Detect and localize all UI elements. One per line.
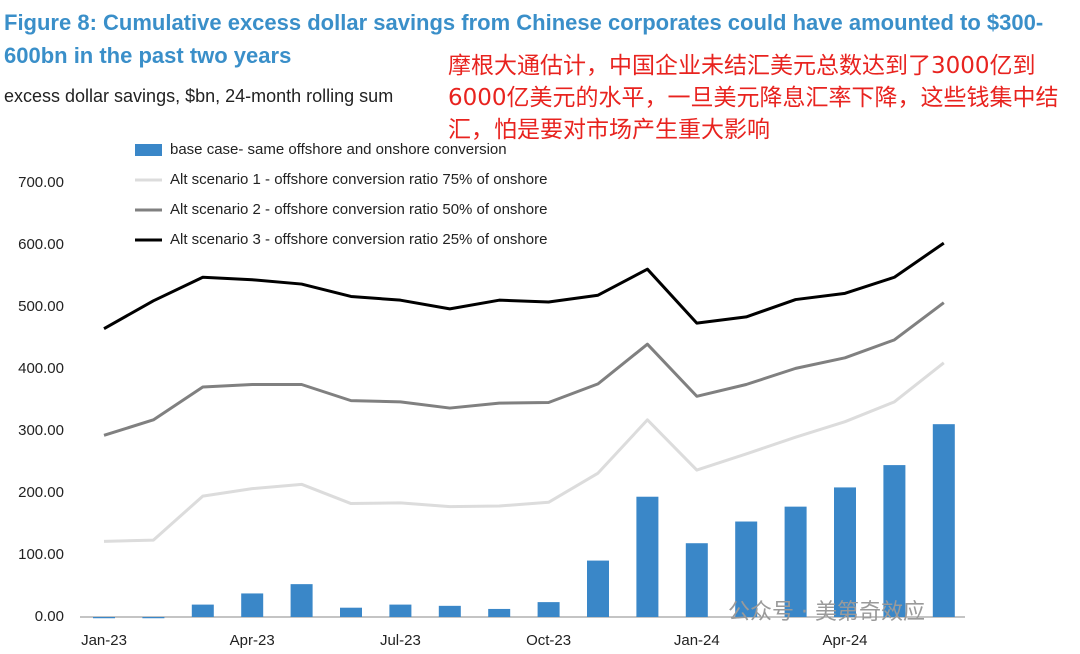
bar (290, 584, 313, 617)
bar (932, 424, 955, 617)
x-tick-label: Jul-23 (380, 632, 421, 649)
legend-swatch (135, 144, 162, 156)
legend-label: Alt scenario 2 - offshore conversion rat… (170, 201, 547, 218)
bar (587, 560, 609, 617)
y-tick-label: 100.00 (18, 546, 64, 563)
y-tick-label: 500.00 (18, 298, 64, 315)
legend-label: base case- same offshore and onshore con… (170, 141, 507, 158)
y-tick-label: 700.00 (18, 174, 64, 191)
bar (636, 496, 659, 617)
bar (438, 605, 461, 617)
x-tick-label: Jan-23 (81, 632, 127, 649)
x-tick-label: Oct-23 (526, 632, 571, 649)
bar (340, 607, 362, 617)
y-tick-label: 300.00 (18, 422, 64, 439)
watermark: 公众号 · 美第奇效应 (728, 600, 925, 625)
y-tick-label: 0.00 (35, 608, 64, 625)
y-tick-label: 200.00 (18, 484, 64, 501)
line (103, 361, 945, 543)
bar (142, 617, 165, 619)
bar (241, 593, 264, 617)
bar (537, 602, 560, 617)
chart-title: Figure 8: Cumulative excess dollar savin… (4, 10, 1044, 68)
line (103, 301, 945, 437)
legend-label: Alt scenario 3 - offshore conversion rat… (170, 231, 547, 248)
chart-subtitle: excess dollar savings, $bn, 24-month rol… (4, 86, 394, 106)
bar (784, 506, 807, 617)
annotation: 摩根大通估计，中国企业未结汇美元总数达到了3000亿到6000亿美元的水平，一旦… (448, 53, 1059, 143)
x-tick-label: Apr-23 (230, 632, 275, 649)
bar (834, 487, 856, 617)
y-tick-label: 400.00 (18, 360, 64, 377)
bar (389, 604, 412, 617)
bar (93, 617, 115, 619)
y-tick-label: 600.00 (18, 236, 64, 253)
legend-label: Alt scenario 1 - offshore conversion rat… (170, 171, 547, 188)
bar (735, 521, 758, 617)
bar (685, 543, 708, 617)
x-tick-label: Jan-24 (674, 632, 720, 649)
bar (883, 465, 906, 617)
line (103, 241, 945, 331)
x-tick-label: Apr-24 (822, 632, 867, 649)
bar (191, 604, 214, 617)
bar (488, 608, 511, 617)
